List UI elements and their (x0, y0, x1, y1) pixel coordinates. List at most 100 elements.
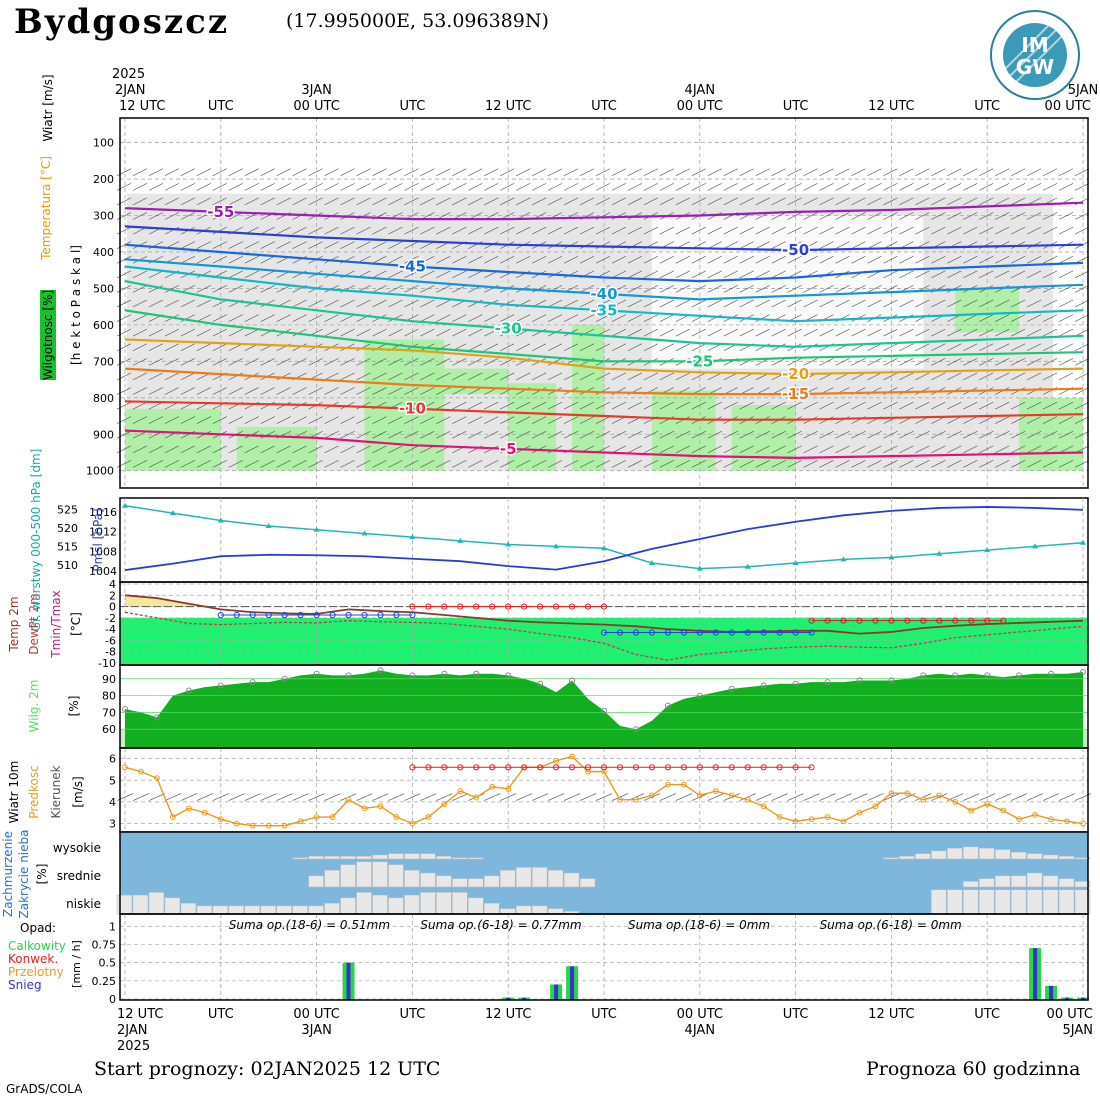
wind-barb (436, 255, 451, 264)
wind-barb (659, 460, 675, 468)
wind-barb (356, 460, 371, 468)
wind-barb (260, 197, 275, 206)
wind-barb (547, 401, 563, 410)
wind-barb (883, 372, 898, 381)
wind-barb (803, 358, 818, 366)
wind-barb (452, 168, 467, 177)
humidity-marker (824, 679, 831, 686)
wind-barb (739, 270, 754, 279)
pmsl-tick-label: 1004 (89, 565, 117, 578)
temp-tick-label: -4 (105, 623, 116, 636)
wind-barb (340, 416, 355, 424)
wind-direction-barb (372, 793, 389, 801)
wind-barb (404, 460, 419, 468)
wind-barb (1058, 358, 1074, 366)
wind-barb (164, 358, 180, 366)
precip-tick-label: 0.5 (99, 957, 117, 970)
wind-barb (1074, 183, 1090, 191)
wind-barb (340, 168, 355, 177)
tmax-marker (473, 603, 480, 610)
gust-marker (537, 764, 544, 771)
wind-barb (787, 255, 802, 264)
gust-marker (648, 764, 656, 771)
isotherm-line (124, 429, 1084, 460)
pressure-tick-label: 1000 (86, 465, 114, 478)
wind-barb (404, 416, 419, 424)
wind-barb (1026, 168, 1042, 177)
wind-barb (899, 358, 914, 366)
top-time-label: UTC (400, 99, 426, 114)
wind-barb (1026, 445, 1042, 454)
tmax-marker (489, 603, 496, 610)
wind-barb (372, 270, 387, 279)
thickness-marker (457, 537, 464, 543)
wind-barb (164, 299, 180, 308)
wind-barb (1010, 460, 1026, 468)
wind-barb (803, 285, 818, 293)
wind-barb (1074, 372, 1090, 381)
wind-barb (276, 197, 291, 206)
humidity-marker (441, 670, 448, 677)
humidity-marker (920, 672, 927, 679)
wind-barb (611, 270, 627, 279)
tmax-marker (824, 617, 831, 624)
wind-barb (1010, 401, 1026, 410)
wind-barb (180, 314, 196, 322)
bottom-time-label: UTC (591, 1007, 617, 1022)
wind-barb (404, 445, 419, 454)
humidity-fill-green (651, 390, 716, 471)
pressure-tick-label: 400 (93, 246, 114, 259)
wind-barb (324, 299, 339, 308)
wind-barb (963, 416, 978, 424)
wind-barb (531, 183, 547, 191)
isotherm-label: -40 (590, 285, 617, 303)
humidity-marker (473, 670, 480, 677)
wind-barb (1042, 430, 1058, 439)
wind-barb (931, 183, 946, 191)
wind-barb (196, 445, 211, 454)
wind-barb (148, 445, 164, 454)
wind-direction-barb (691, 793, 708, 801)
wind-barb (995, 328, 1010, 337)
wind-barb (1074, 416, 1090, 424)
wind-barb (835, 358, 850, 366)
wind-barb (1058, 183, 1074, 191)
wind-barb (196, 314, 211, 322)
wind-direction-barb (851, 793, 868, 801)
wind-barb (755, 430, 770, 439)
wind-barb (180, 299, 196, 308)
wind-barb (516, 168, 531, 177)
wind-barb (627, 445, 643, 454)
precip-total-label: Calkowity (8, 939, 66, 953)
low-cloud-bar (276, 905, 292, 915)
precip-sum-label: Suma op.(6-18) = 0mm (820, 918, 962, 932)
humidity-tick-label: 80 (102, 690, 116, 703)
wind-barb (468, 314, 483, 322)
wind-barb (196, 255, 211, 264)
wind-barb (276, 183, 291, 191)
gust-marker (680, 764, 687, 771)
wind-barb (468, 226, 483, 235)
wind-barb (132, 387, 148, 395)
wind-barb (1042, 416, 1058, 424)
humidity-marker (984, 672, 991, 679)
wind-barb (995, 358, 1010, 366)
wind-barb (899, 183, 914, 191)
wind-barb (356, 299, 371, 308)
wind-barb (947, 328, 962, 337)
wind-barb (1010, 430, 1026, 439)
wind-barb (739, 183, 754, 191)
humidity-fill-green (731, 405, 796, 471)
bottom-time-label: 12 UTC (117, 1007, 163, 1022)
wind-barb (228, 183, 243, 191)
wind-barb (340, 197, 355, 206)
wind-barb (611, 299, 627, 308)
wind-barb (867, 168, 882, 177)
wind-barb (931, 197, 946, 206)
wind-barb (691, 372, 706, 381)
top-time-label: 00 UTC (677, 99, 723, 114)
wind-barb (579, 197, 595, 206)
wind-barb (531, 401, 547, 410)
wind-barb (436, 416, 451, 424)
wind-barb (723, 255, 738, 264)
